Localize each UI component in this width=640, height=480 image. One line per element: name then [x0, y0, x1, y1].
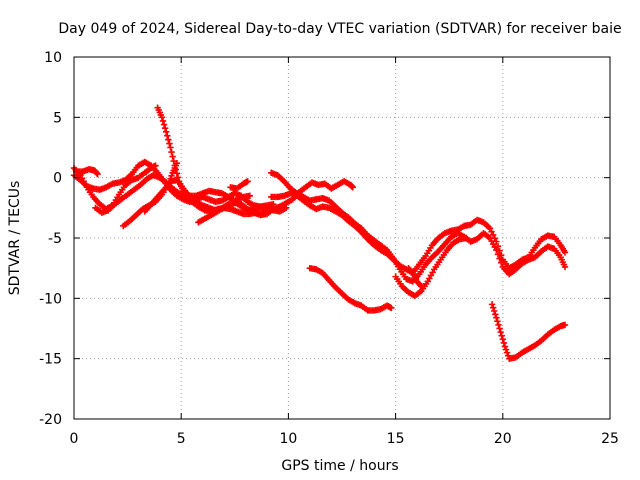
data-point	[501, 343, 509, 350]
data-point	[162, 128, 170, 136]
data-point	[417, 281, 424, 289]
data-point	[283, 204, 290, 212]
data-point	[497, 328, 504, 336]
data-point	[170, 157, 177, 165]
data-point	[166, 140, 173, 147]
data-point	[165, 136, 172, 143]
data-point	[500, 339, 508, 347]
x-tick-label: 5	[177, 431, 186, 447]
data-point	[159, 117, 167, 125]
x-tick-label: 15	[387, 431, 405, 447]
series-arc7	[154, 104, 290, 215]
y-tick-label: 0	[53, 171, 62, 187]
data-point	[492, 311, 499, 318]
y-tick-label: -20	[39, 412, 62, 428]
x-tick-label: 25	[601, 431, 619, 447]
data-point	[496, 255, 503, 262]
data-point	[561, 249, 569, 256]
data-points	[70, 104, 569, 362]
data-point	[502, 346, 510, 353]
data-point	[168, 148, 175, 156]
data-point	[171, 162, 178, 169]
series-arc15	[488, 301, 569, 362]
data-point	[408, 268, 415, 275]
data-point	[489, 304, 497, 311]
data-point	[493, 314, 500, 321]
data-point	[160, 121, 168, 128]
data-point	[173, 170, 181, 177]
data-point	[158, 114, 166, 121]
series-arc2	[72, 166, 101, 178]
x-tick-label: 0	[70, 431, 79, 447]
y-tick-label: -5	[48, 231, 62, 247]
data-point	[561, 263, 569, 271]
series-arc9	[227, 178, 251, 192]
data-point	[244, 178, 251, 185]
data-point	[491, 307, 498, 315]
data-point	[418, 283, 425, 290]
x-tick-label: 10	[279, 431, 297, 447]
data-point	[497, 251, 505, 259]
data-point	[246, 192, 254, 199]
data-point	[388, 304, 395, 312]
chart-title: Day 049 of 2024, Sidereal Day-to-day VTE…	[58, 21, 621, 37]
data-point	[174, 174, 182, 181]
y-tick-label: 5	[53, 110, 62, 126]
data-point	[488, 301, 496, 308]
data-point	[494, 251, 502, 258]
data-point	[494, 242, 502, 250]
data-point	[164, 132, 171, 139]
series-arc13	[405, 264, 425, 290]
data-point	[493, 246, 500, 254]
data-point	[498, 332, 505, 339]
data-point	[93, 169, 100, 177]
y-tick-label: -15	[39, 352, 62, 368]
axis-ticks: 0 5 10 15 20 25 -20 -15 -10 -5 0 5 10	[39, 50, 619, 447]
data-point	[94, 170, 101, 178]
grid	[74, 57, 610, 419]
series-arc8	[195, 192, 254, 226]
data-point	[494, 318, 501, 325]
data-point	[169, 153, 176, 160]
data-point	[561, 321, 569, 329]
data-point	[489, 231, 497, 239]
data-point	[486, 225, 494, 232]
data-point	[497, 259, 505, 266]
y-axis-label: SDTVAR / TECUs	[7, 181, 23, 296]
data-point	[499, 336, 506, 343]
y-tick-label: -10	[39, 291, 62, 307]
y-tick-label: 10	[44, 50, 62, 66]
x-axis-label: GPS time / hours	[281, 458, 398, 474]
data-point	[495, 321, 502, 329]
data-point	[488, 228, 495, 235]
data-point	[172, 166, 180, 173]
x-tick-label: 20	[494, 431, 512, 447]
data-point	[161, 124, 169, 132]
data-point	[496, 325, 503, 332]
series-arc14	[306, 264, 395, 314]
data-point	[463, 234, 470, 242]
data-point	[167, 144, 174, 151]
data-point	[503, 349, 511, 356]
data-point	[349, 184, 356, 191]
